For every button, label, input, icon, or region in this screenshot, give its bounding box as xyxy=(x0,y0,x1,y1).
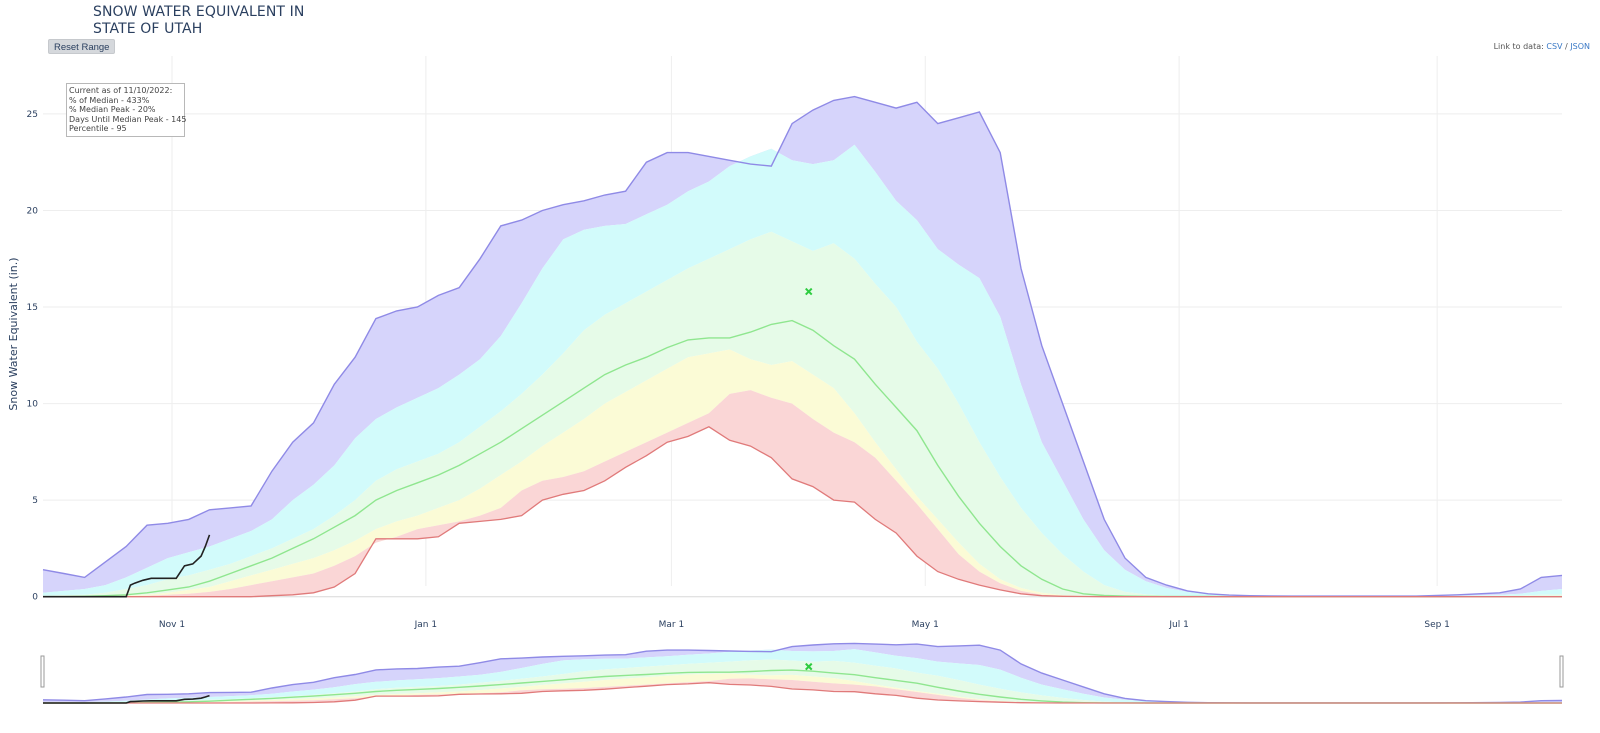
rs-90-70-band xyxy=(43,649,1562,703)
rs-median-peak-marker xyxy=(805,662,813,671)
10-min-band xyxy=(43,390,1562,597)
json-link[interactable]: JSON xyxy=(1570,42,1590,51)
x-tick-label: Mar 1 xyxy=(659,620,685,630)
x-tick-label: Nov 1 xyxy=(159,620,185,630)
chart-title-line2: STATE OF UTAH xyxy=(93,21,203,37)
info-percent-median: % of Median - 433% xyxy=(69,95,150,105)
info-box: Current as of 11/10/2022: % of Median - … xyxy=(66,83,187,137)
x-tick-label: May 1 xyxy=(912,620,939,630)
y-tick-label: 10 xyxy=(27,400,39,410)
rs-current-line xyxy=(43,694,210,704)
min-line xyxy=(43,426,1562,598)
90-70-band xyxy=(43,144,1562,597)
x-tick-label: Jan 1 xyxy=(414,620,437,630)
y-tick-label: 20 xyxy=(27,206,39,216)
max-line xyxy=(42,95,1563,597)
info-days-until-peak: Days Until Median Peak - 145 xyxy=(69,114,187,124)
range-slider-left-handle[interactable] xyxy=(40,655,45,688)
rs-min-line xyxy=(43,682,1562,704)
data-link-prefix: Link to data: xyxy=(1493,42,1547,51)
median-peak-marker xyxy=(805,287,813,296)
data-link-separator: / xyxy=(1562,42,1571,51)
y-tick-label: 0 xyxy=(32,593,38,603)
y-axis-label: Snow Water Equivalent (in.) xyxy=(7,257,20,410)
rs-70-30-band xyxy=(43,659,1562,703)
rs-30-10-band xyxy=(43,673,1562,703)
x-tick-label: Sep 1 xyxy=(1424,620,1450,630)
y-tick-label: 15 xyxy=(27,303,38,313)
rs-10-min-band xyxy=(43,678,1562,703)
data-link: Link to data: CSV / JSON xyxy=(1494,42,1590,51)
info-percentile: Percentile - 95 xyxy=(69,124,127,134)
chart-title-line1: SNOW WATER EQUIVALENT IN xyxy=(93,4,305,20)
70-30-band xyxy=(43,231,1562,597)
y-tick-label: 5 xyxy=(32,496,38,506)
info-current-date: Current as of 11/10/2022: xyxy=(69,86,173,95)
csv-link[interactable]: CSV xyxy=(1546,42,1563,51)
chart-title: SNOW WATER EQUIVALENT IN STATE OF UTAH xyxy=(93,4,304,38)
rs-max-90-band xyxy=(43,643,1562,703)
info-percent-median-peak: % Median Peak - 20% xyxy=(69,105,156,115)
x-tick-label: Jul 1 xyxy=(1168,620,1188,630)
current-line xyxy=(43,534,211,598)
max-90-band xyxy=(43,96,1562,597)
reset-range-button[interactable]: Reset Range xyxy=(48,39,116,54)
range-slider-right-handle[interactable] xyxy=(1559,655,1564,688)
y-tick-label: 25 xyxy=(27,110,38,120)
30-10-band xyxy=(43,349,1562,597)
